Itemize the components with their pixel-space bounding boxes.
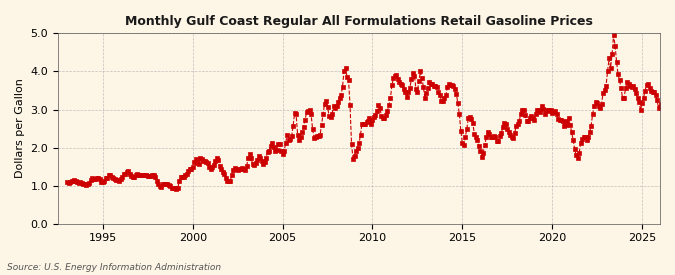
Text: Source: U.S. Energy Information Administration: Source: U.S. Energy Information Administ…	[7, 263, 221, 272]
Y-axis label: Dollars per Gallon: Dollars per Gallon	[15, 79, 25, 178]
Title: Monthly Gulf Coast Regular All Formulations Retail Gasoline Prices: Monthly Gulf Coast Regular All Formulati…	[125, 15, 593, 28]
